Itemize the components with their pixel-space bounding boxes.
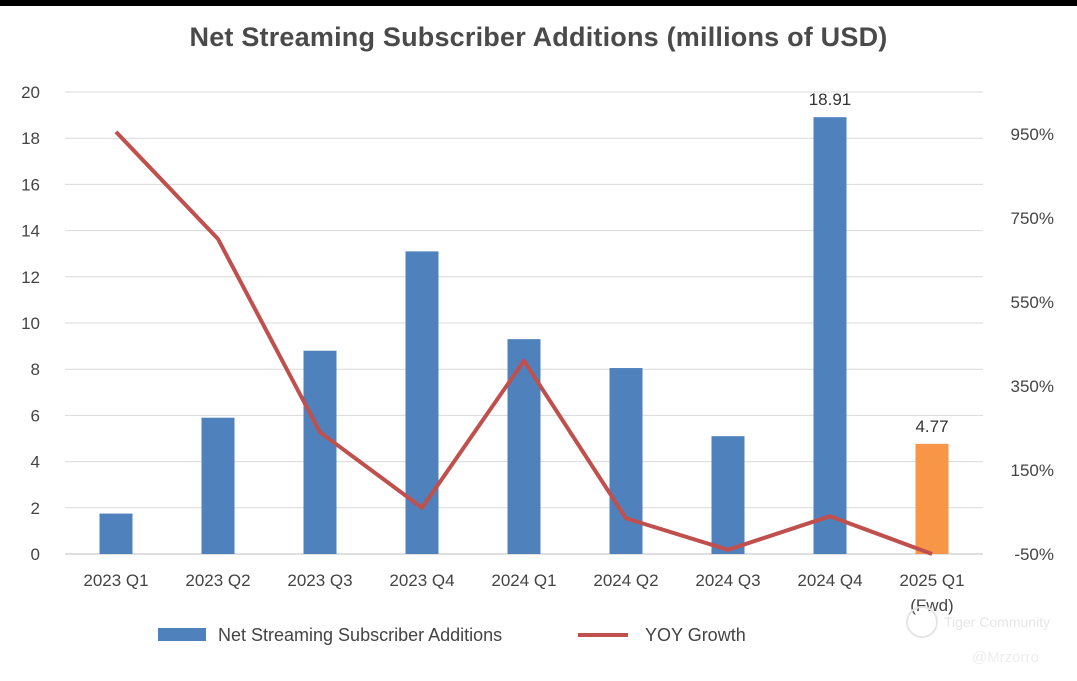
y-right-tick-label: 750% — [1011, 209, 1054, 228]
bar-data-label: 18.91 — [809, 90, 852, 109]
y-right-tick-label: -50% — [1014, 545, 1054, 564]
bar — [609, 368, 643, 554]
y-left-tick-label: 10 — [21, 314, 40, 333]
x-category-label: 2023 Q1 — [83, 571, 148, 590]
y-left-tick-label: 4 — [31, 453, 40, 472]
y-right-tick-label: 550% — [1011, 293, 1054, 312]
bar-data-label: 4.77 — [915, 417, 948, 436]
watermark-logo-icon — [906, 606, 938, 638]
bar — [405, 251, 439, 554]
bar — [303, 350, 337, 554]
legend-label-bars: Net Streaming Subscriber Additions — [218, 625, 502, 645]
y-left-tick-label: 12 — [21, 268, 40, 287]
y-left-tick-label: 0 — [31, 545, 40, 564]
legend-swatch-bars — [158, 628, 206, 641]
y-left-tick-label: 2 — [31, 499, 40, 518]
x-category-label: 2024 Q2 — [593, 571, 658, 590]
x-category-label: 2023 Q4 — [389, 571, 454, 590]
x-category-label: 2024 Q4 — [797, 571, 862, 590]
legend-label-line: YOY Growth — [645, 625, 746, 645]
y-left-tick-label: 18 — [21, 129, 40, 148]
y-left-tick-label: 20 — [21, 83, 40, 102]
bar — [99, 513, 133, 554]
x-category-label: 2023 Q2 — [185, 571, 250, 590]
bar — [813, 117, 847, 554]
y-right-tick-label: 150% — [1011, 461, 1054, 480]
watermark-user: @Mrzorro — [972, 649, 1039, 666]
chart-title: Net Streaming Subscriber Additions (mill… — [189, 22, 888, 52]
y-right-tick-label: 950% — [1011, 125, 1054, 144]
bar — [507, 339, 541, 554]
y-left-tick-label: 14 — [21, 222, 40, 241]
watermark-brand: Tiger Community — [944, 614, 1050, 630]
x-category-label: 2024 Q1 — [491, 571, 556, 590]
bar — [711, 436, 745, 554]
x-category-label-line2: (Fwd) — [910, 596, 953, 615]
y-left-tick-label: 6 — [31, 406, 40, 425]
y-right-tick-label: 350% — [1011, 377, 1054, 396]
bar — [915, 443, 949, 554]
y-left-tick-label: 8 — [31, 360, 40, 379]
top-border — [0, 0, 1077, 6]
x-category-label: 2024 Q3 — [695, 571, 760, 590]
x-category-label: 2023 Q3 — [287, 571, 352, 590]
y-left-tick-label: 16 — [21, 175, 40, 194]
x-category-label: 2025 Q1 — [899, 571, 964, 590]
bar — [201, 417, 235, 554]
